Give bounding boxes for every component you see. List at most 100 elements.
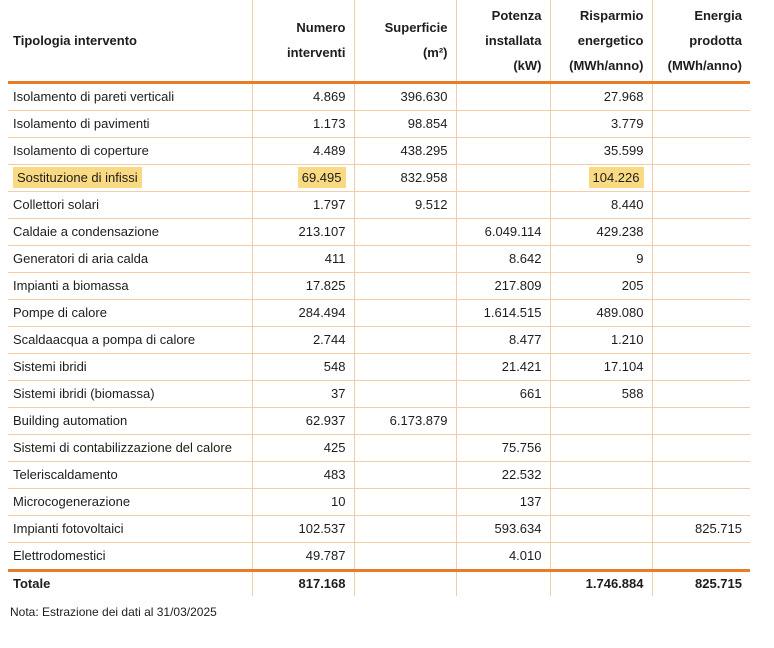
energia-cell xyxy=(651,353,750,381)
numero-cell: 17.825 xyxy=(251,272,354,300)
energia-cell xyxy=(651,245,750,273)
superficie-cell xyxy=(353,488,456,516)
risparmio-cell: 205 xyxy=(549,272,652,300)
table-row: Generatori di aria calda 411 8.642 9 xyxy=(8,245,750,273)
potenza-cell: 8.642 xyxy=(455,245,550,273)
table-row: Isolamento di pavimenti 1.173 98.854 3.779 xyxy=(8,110,750,138)
total-energia: 825.715 xyxy=(651,568,750,596)
total-row: Totale 817.168 1.746.884 825.715 xyxy=(8,568,750,596)
superficie-cell xyxy=(353,299,456,327)
row-label-cell: Building automation xyxy=(8,407,252,435)
table-footer: Totale 817.168 1.746.884 825.715 xyxy=(8,568,750,596)
energia-cell xyxy=(651,272,750,300)
row-label-cell: Sistemi di contabilizzazione del calore xyxy=(8,434,252,462)
energia-cell xyxy=(651,407,750,435)
table-row: Building automation 62.937 6.173.879 xyxy=(8,407,750,435)
row-label-cell: Scaldaacqua a pompa di calore xyxy=(8,326,252,354)
row-label-cell: Sistemi ibridi xyxy=(8,353,252,381)
highlight-marker: 69.495 xyxy=(297,167,346,188)
risparmio-cell: 8.440 xyxy=(549,191,652,219)
table-row: Impianti a biomassa 17.825 217.809 205 xyxy=(8,272,750,300)
risparmio-cell xyxy=(549,407,652,435)
potenza-cell: 4.010 xyxy=(455,542,550,571)
numero-cell: 62.937 xyxy=(251,407,354,435)
row-label-cell: Impianti a biomassa xyxy=(8,272,252,300)
numero-cell: 1.797 xyxy=(251,191,354,219)
potenza-cell xyxy=(455,137,550,165)
table-row: Teleriscaldamento 483 22.532 xyxy=(8,461,750,489)
superficie-cell xyxy=(353,380,456,408)
superficie-cell xyxy=(353,245,456,273)
superficie-cell: 438.295 xyxy=(353,137,456,165)
col-header-energia-prodotta: Energia prodotta (MWh/anno) xyxy=(651,0,750,84)
risparmio-cell: 1.210 xyxy=(549,326,652,354)
row-label-cell: Elettrodomestici xyxy=(8,542,252,571)
total-potenza xyxy=(455,568,550,596)
risparmio-cell: 35.599 xyxy=(549,137,652,165)
numero-cell: 4.489 xyxy=(251,137,354,165)
potenza-cell: 217.809 xyxy=(455,272,550,300)
table-row: Scaldaacqua a pompa di calore 2.744 8.477 1… xyxy=(8,326,750,354)
risparmio-cell: 27.968 xyxy=(549,82,652,111)
risparmio-cell xyxy=(549,515,652,543)
superficie-cell xyxy=(353,326,456,354)
col-header-numero-interventi: Numero interventi xyxy=(251,0,354,84)
row-label-cell: Generatori di aria calda xyxy=(8,245,252,273)
total-risparmio: 1.746.884 xyxy=(549,568,652,596)
total-label: Totale xyxy=(8,568,252,596)
superficie-cell: 6.173.879 xyxy=(353,407,456,435)
row-label-cell: Impianti fotovoltaici xyxy=(8,515,252,543)
potenza-cell: 1.614.515 xyxy=(455,299,550,327)
numero-cell: 102.537 xyxy=(251,515,354,543)
row-label-cell: Caldaie a condensazione xyxy=(8,218,252,246)
potenza-cell: 22.532 xyxy=(455,461,550,489)
numero-cell: 69.495 xyxy=(251,164,354,192)
risparmio-cell xyxy=(549,488,652,516)
potenza-cell: 21.421 xyxy=(455,353,550,381)
row-label-cell: Microcogenerazione xyxy=(8,488,252,516)
superficie-cell xyxy=(353,542,456,571)
risparmio-cell: 3.779 xyxy=(549,110,652,138)
potenza-cell xyxy=(455,110,550,138)
risparmio-cell: 9 xyxy=(549,245,652,273)
col-header-superficie: Superficie (m²) xyxy=(353,0,456,84)
superficie-cell xyxy=(353,515,456,543)
numero-cell: 37 xyxy=(251,380,354,408)
risparmio-cell xyxy=(549,542,652,571)
highlight-marker: 104.226 xyxy=(588,167,644,188)
risparmio-cell: 588 xyxy=(549,380,652,408)
numero-cell: 411 xyxy=(251,245,354,273)
energia-cell xyxy=(651,164,750,192)
superficie-cell: 98.854 xyxy=(353,110,456,138)
table-row: Microcogenerazione 10 137 xyxy=(8,488,750,516)
numero-cell: 213.107 xyxy=(251,218,354,246)
table-body: Isolamento di pareti verticali 4.869 396.6… xyxy=(8,82,750,571)
potenza-cell: 6.049.114 xyxy=(455,218,550,246)
table-row: Sistemi ibridi 548 21.421 17.104 xyxy=(8,353,750,381)
energia-cell xyxy=(651,461,750,489)
row-label-cell: Sostituzione di infissi xyxy=(8,164,252,192)
table-row: Isolamento di pareti verticali 4.869 396.6… xyxy=(8,82,750,111)
risparmio-cell xyxy=(549,461,652,489)
row-label-cell: Collettori solari xyxy=(8,191,252,219)
energia-cell: 825.715 xyxy=(651,515,750,543)
highlight-marker: Sostituzione di infissi xyxy=(13,166,142,188)
potenza-cell: 661 xyxy=(455,380,550,408)
superficie-cell xyxy=(353,218,456,246)
superficie-cell: 832.958 xyxy=(353,164,456,192)
energia-cell xyxy=(651,218,750,246)
numero-cell: 548 xyxy=(251,353,354,381)
table-row: Caldaie a condensazione 213.107 6.049.114 4… xyxy=(8,218,750,246)
header-row: Tipologia intervento Numero interventi S… xyxy=(8,0,750,84)
superficie-cell xyxy=(353,353,456,381)
total-superficie xyxy=(353,568,456,596)
risparmio-cell: 104.226 xyxy=(549,164,652,192)
table-row: Impianti fotovoltaici 102.537 593.634 825.7… xyxy=(8,515,750,543)
superficie-cell xyxy=(353,461,456,489)
numero-cell: 284.494 xyxy=(251,299,354,327)
superficie-cell xyxy=(353,434,456,462)
energia-cell xyxy=(651,380,750,408)
interventi-table: Tipologia intervento Numero interventi S… xyxy=(8,0,750,596)
energia-cell xyxy=(651,434,750,462)
table-note: Nota: Estrazione dei dati al 31/03/2025 xyxy=(10,605,217,619)
